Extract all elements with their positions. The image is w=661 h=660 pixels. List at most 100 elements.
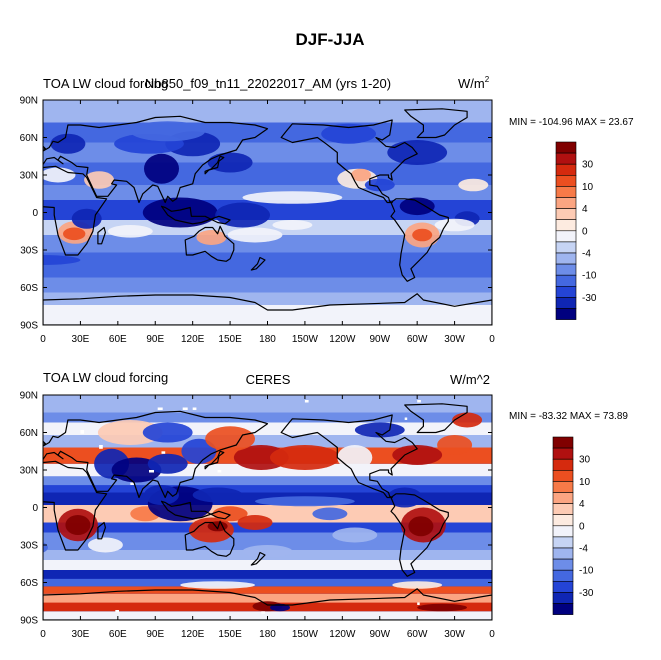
field-band <box>43 412 492 423</box>
field-cell <box>142 422 193 443</box>
colorbar-swatch <box>552 547 574 560</box>
coastline-australia <box>184 225 235 262</box>
x-tick-label: 60E <box>109 629 127 640</box>
colorbar-label: 30 <box>579 455 591 466</box>
field-band <box>43 586 492 594</box>
field-cell <box>207 152 253 173</box>
x-tick-label: 120W <box>329 334 356 345</box>
panel-obs-axes: 0 30E 60E 90E 120E 150E 180 150W 120W 90W 60W 30W 09… <box>20 391 496 641</box>
field-cell <box>50 133 86 154</box>
missing-data-patch <box>304 400 309 403</box>
field-cell <box>458 178 489 192</box>
coastlines <box>43 108 492 325</box>
field-band <box>43 578 492 587</box>
field-band <box>43 476 492 486</box>
field-band <box>43 570 492 579</box>
colorbar-label: -10 <box>582 271 597 282</box>
missing-data-patch <box>217 470 222 473</box>
colorbar-swatch <box>552 481 574 493</box>
x-tick-label: 60W <box>407 629 428 640</box>
colorbar-swatch <box>555 308 577 320</box>
y-tick-label: 90N <box>20 96 38 107</box>
y-tick-label: 60N <box>20 428 38 439</box>
y-tick-label: 90S <box>20 616 38 627</box>
field-cell <box>107 225 153 238</box>
field-cell <box>417 603 467 612</box>
coastline-australia <box>184 520 235 557</box>
field-cell <box>65 515 91 535</box>
field-band <box>43 235 492 253</box>
x-tick-label: 90E <box>146 629 164 640</box>
y-tick-label: 30S <box>20 246 38 257</box>
field-cell <box>181 438 217 464</box>
colorbar-label: 30 <box>582 160 594 171</box>
field-cell <box>192 487 243 503</box>
x-tick-label: 60E <box>109 334 127 345</box>
field-band <box>43 395 492 413</box>
field-cell <box>270 445 340 470</box>
coastline-japan <box>204 450 225 470</box>
colorbar-swatch <box>552 503 574 516</box>
colorbar-label: 0 <box>582 226 588 237</box>
colorbar-swatch <box>552 469 574 482</box>
colorbar-swatch <box>555 175 577 187</box>
panel-model-units-base: W/m <box>458 76 485 91</box>
panel-model-map <box>43 100 492 325</box>
y-tick-label: 30N <box>20 171 38 182</box>
field-cell <box>144 485 179 505</box>
x-tick-label: 150E <box>218 629 242 640</box>
field-cell <box>312 507 348 521</box>
coastline-africa <box>43 165 108 256</box>
panel-model-units-sup: 2 <box>485 75 490 84</box>
panel-model-axes: 0 30E 60E 90E 120E 150E 180 150W 120W 90W 60W 30W 09… <box>20 96 496 346</box>
colorbar-swatch <box>555 197 577 209</box>
coastline-antarctica <box>43 293 492 325</box>
missing-data-patch <box>182 407 188 410</box>
x-tick-label: 120E <box>181 334 205 345</box>
coastline-japan <box>204 155 225 175</box>
field-cells <box>43 412 483 612</box>
y-tick-label: 60S <box>20 283 38 294</box>
x-tick-label: 0 <box>40 334 46 345</box>
field-cell <box>227 227 283 243</box>
missing-data-patch <box>417 602 420 605</box>
missing-data-patch <box>149 470 154 473</box>
field-cell <box>255 496 355 507</box>
field-band <box>43 292 492 305</box>
colorbar-label: 4 <box>582 204 588 215</box>
colorbar-swatch <box>555 219 577 232</box>
colorbar-swatch <box>552 569 574 582</box>
field-band <box>43 560 492 570</box>
panel-model: TOA LW cloud forcing Nb850_f09_tn11_2202… <box>20 75 634 346</box>
coastline-namerica <box>280 414 418 499</box>
panel-model-field <box>43 100 492 325</box>
y-tick-label: 0 <box>32 503 38 514</box>
field-cell <box>87 537 123 553</box>
colorbar-label: 4 <box>579 499 585 510</box>
coastline-africa <box>43 460 108 551</box>
panel-model-title-center: Nb850_f09_tn11_22022017_AM (yrs 1-20) <box>145 76 391 91</box>
field-cell <box>399 197 435 216</box>
field-cell <box>205 426 256 452</box>
x-tick-label: 30W <box>444 334 465 345</box>
missing-data-patch <box>130 482 134 485</box>
field-band <box>43 485 492 493</box>
colorbar-swatch <box>552 436 574 449</box>
field-cell <box>242 191 343 204</box>
panel-model-colorbar: 30 10 4 0 -4 -10 -30 <box>555 141 597 320</box>
field-cell <box>332 527 378 543</box>
field-band <box>43 252 492 278</box>
y-tick-label: 0 <box>32 208 38 219</box>
field-cell <box>387 487 423 508</box>
colorbar-swatch <box>555 252 577 265</box>
x-tick-label: 150W <box>292 334 319 345</box>
coastline-namerica <box>280 119 418 204</box>
field-cell <box>392 445 443 465</box>
coastline-samerica <box>390 493 449 577</box>
x-tick-label: 90E <box>146 334 164 345</box>
coastlines <box>43 403 492 620</box>
colorbar-swatch <box>555 141 577 154</box>
figure-title: DJF-JJA <box>296 30 365 49</box>
y-tick-label: 60S <box>20 578 38 589</box>
x-tick-label: 0 <box>489 334 495 345</box>
